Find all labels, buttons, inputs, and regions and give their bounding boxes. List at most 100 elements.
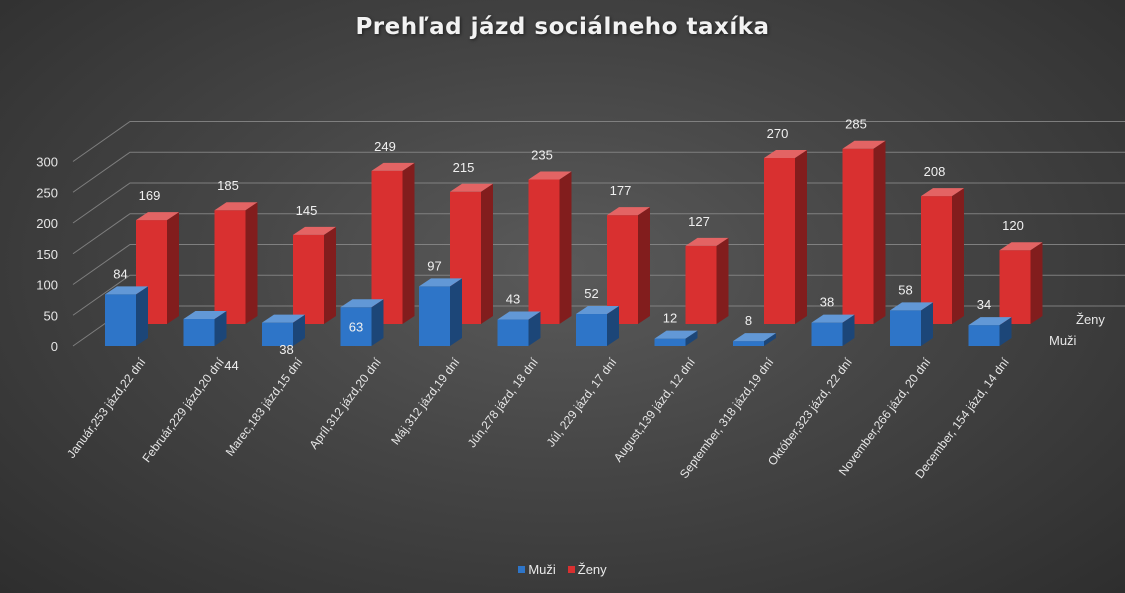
y-tick-label: 50 (44, 308, 58, 323)
bar-front (293, 234, 324, 324)
bar-side (873, 140, 886, 324)
bar-front (214, 210, 246, 324)
bar-front (497, 319, 529, 346)
bar-side (716, 237, 729, 324)
bar-side (528, 311, 541, 346)
bar-top (214, 202, 258, 211)
data-label-zeny: 215 (453, 160, 475, 175)
bar-top (528, 171, 572, 180)
bar-muzi (262, 314, 305, 346)
x-tick-label: Júl, 229 jázd, 17 dní (544, 355, 620, 450)
bar-side (795, 149, 807, 324)
bar-top (497, 311, 541, 320)
data-label-zeny: 185 (217, 178, 239, 193)
bar-muzi (811, 314, 855, 346)
x-tick-label: August,139 jázd, 12 dní (611, 355, 698, 465)
bar-side (167, 212, 179, 324)
data-label-muzi: 34 (977, 297, 991, 312)
data-label-zeny: 169 (139, 188, 161, 203)
bar-zeny (371, 162, 415, 324)
bar-top (419, 278, 462, 287)
bar-muzi (340, 299, 384, 346)
bar-side (245, 202, 258, 324)
bar-top (262, 314, 305, 323)
depth-label-zeny: Ženy (1076, 312, 1105, 327)
bar-top (340, 299, 384, 308)
data-label-muzi: 12 (663, 311, 677, 326)
data-label-muzi: 43 (506, 292, 520, 307)
bar-zeny (293, 226, 336, 324)
bar-top (921, 188, 964, 197)
bar-side (371, 299, 384, 346)
bar-muzi (105, 286, 148, 346)
bar-top (105, 286, 148, 295)
data-label-zeny: 177 (610, 183, 632, 198)
bar-side (842, 314, 855, 346)
y-tick-label: 100 (36, 278, 58, 293)
bar-side (136, 286, 148, 346)
bar-zeny (214, 202, 258, 324)
bar-top (136, 212, 179, 221)
x-tick-label: November,266 jázd, 20 dní (836, 355, 934, 479)
legend: Muži Ženy (0, 562, 1125, 577)
bar-front (371, 170, 403, 324)
x-tick-label: Máj,312 jázd,19 dní (388, 355, 463, 448)
data-label-zeny: 235 (531, 147, 553, 162)
depth-label-muzi: Muži (1049, 333, 1077, 348)
bar-side (1030, 242, 1043, 324)
legend-label-muzi: Muži (528, 562, 556, 577)
y-tick-label: 300 (36, 155, 58, 170)
bar-side (214, 310, 227, 346)
data-label-zeny: 285 (845, 117, 867, 132)
bar-top (733, 333, 776, 342)
bar-top (685, 237, 729, 246)
bar-side (921, 302, 933, 346)
legend-label-zeny: Ženy (577, 562, 607, 577)
bar-top (811, 314, 855, 323)
bar-zeny (764, 149, 807, 324)
bar-front (654, 338, 686, 346)
bar-front (968, 325, 1000, 346)
data-label-zeny: 249 (374, 139, 396, 154)
data-label-zeny: 270 (767, 126, 789, 141)
x-tick-label: December, 154 jázd, 14 dní (912, 355, 1012, 481)
bar-side (638, 207, 650, 324)
data-label-muzi: 58 (898, 282, 912, 297)
data-label-zeny: 120 (1002, 218, 1024, 233)
legend-item-zeny: Ženy (567, 562, 607, 577)
bar-top (607, 207, 650, 216)
bar-side (607, 306, 619, 346)
bar-top (450, 183, 493, 192)
bar-front (528, 179, 560, 324)
bar-front (183, 318, 215, 346)
y-tick-label: 150 (36, 247, 58, 262)
bar-front (419, 286, 450, 346)
bar-side (324, 226, 336, 324)
bar-top (968, 317, 1012, 326)
bar-top (764, 149, 807, 158)
chart-title: Prehľad jázd sociálneho taxíka (355, 14, 770, 40)
x-tick-label: Jún,278 jázd, 18 dní (465, 355, 542, 450)
bar-side (450, 278, 462, 346)
bar-front (576, 314, 607, 346)
bar-top (654, 330, 698, 339)
x-tick-label: September, 318 jázd,19 dní (677, 355, 777, 481)
x-tick-label: Október,323 jázd, 22 dní (765, 355, 855, 468)
legend-swatch-zeny (567, 566, 575, 573)
bar-side (685, 330, 698, 346)
bar-muzi (183, 310, 227, 346)
data-label-muzi: 8 (745, 313, 752, 328)
bar-front (842, 148, 874, 324)
bar-muzi (419, 278, 462, 346)
y-tick-label: 250 (36, 185, 58, 200)
series-muzi: 84 44 38 63 97 43 52 12 8 38 58 34 (105, 258, 1012, 373)
x-tick-label: Apríl,312 jázd,20 dní (306, 355, 384, 452)
bar-muzi (654, 330, 698, 346)
x-tick-label: Február,229 jázd,20 dní (139, 355, 227, 465)
bar-top (890, 302, 933, 311)
bar-muzi (890, 302, 933, 346)
data-label-muzi: 84 (113, 266, 127, 281)
